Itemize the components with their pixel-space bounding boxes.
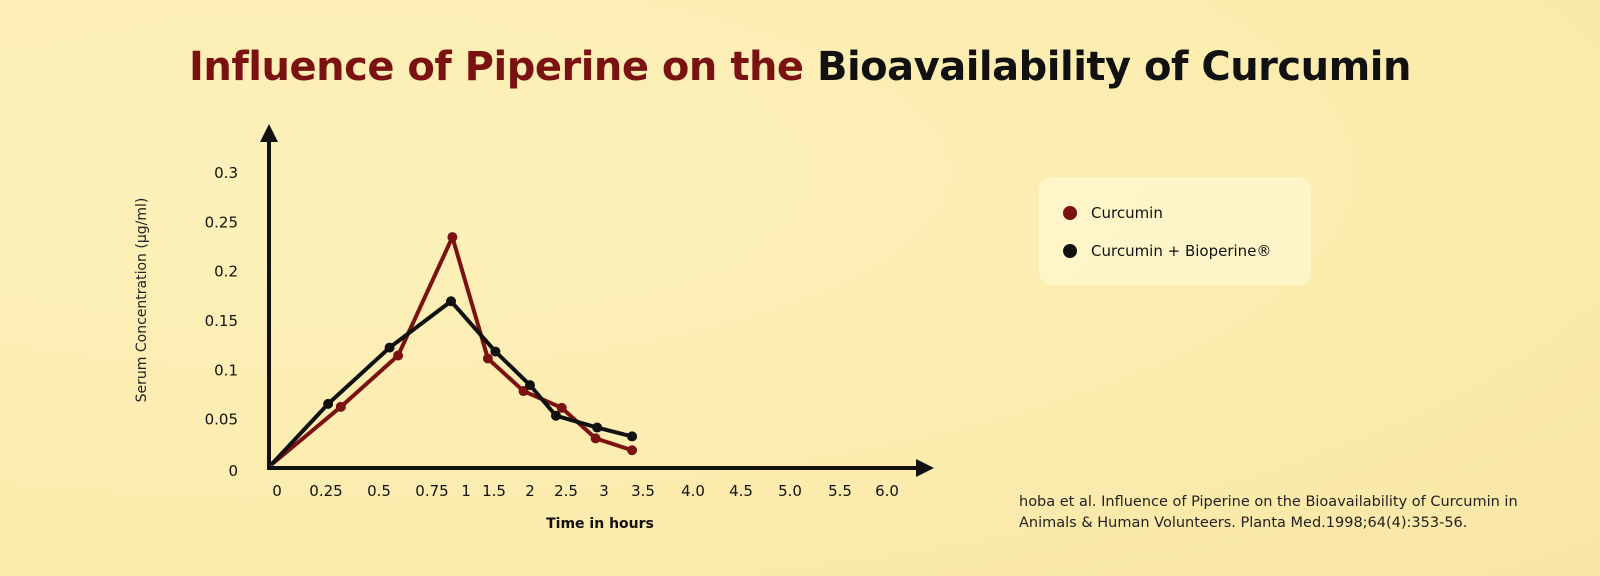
data-point <box>627 445 638 456</box>
data-point <box>446 296 457 307</box>
y-tick-label: 0.15 <box>205 312 238 330</box>
x-tick-label: 2 <box>525 482 535 500</box>
x-tick-label: 4.5 <box>729 482 753 500</box>
series-line-0 <box>269 235 633 467</box>
title-part-2: Bioavailability of Curcumin <box>816 44 1411 90</box>
x-tick-label: 0.75 <box>415 482 448 500</box>
y-tick-label: 0.3 <box>214 164 238 182</box>
y-tick-label: 0 <box>228 462 238 480</box>
x-tick-label: 3 <box>599 482 609 500</box>
legend-label: Curcumin + Bioperine® <box>1091 242 1272 260</box>
legend: Curcumin Curcumin + Bioperine® <box>1039 177 1311 285</box>
data-point <box>518 386 529 397</box>
x-tick-label: 2.5 <box>554 482 578 500</box>
y-axis-arrow-icon <box>260 124 278 142</box>
legend-item-curcumin: Curcumin <box>1063 204 1163 222</box>
data-point <box>590 433 601 444</box>
x-tick-label: 6.0 <box>875 482 899 500</box>
data-point <box>627 431 638 442</box>
data-point <box>556 402 567 413</box>
x-axis-label: Time in hours <box>546 516 654 532</box>
citation: hoba et al. Influence of Piperine on the… <box>1019 492 1518 534</box>
chart-title: Influence of Piperine on the Bioavailabi… <box>0 44 1600 90</box>
x-tick-label: 1 <box>461 482 471 500</box>
y-tick-label: 0.1 <box>214 361 238 379</box>
data-point <box>525 380 535 391</box>
data-point <box>447 232 458 243</box>
legend-item-curcumin-bioperine: Curcumin + Bioperine® <box>1063 242 1271 260</box>
y-tick-label: 0.25 <box>205 213 238 231</box>
data-point <box>550 410 561 421</box>
y-axis-label: Serum Concentration (µg/ml) <box>134 198 150 403</box>
data-point <box>592 422 603 433</box>
title-part-1: Influence of Piperine on the <box>189 44 804 90</box>
x-tick-label: 0 <box>272 482 282 500</box>
legend-label: Curcumin <box>1091 204 1163 222</box>
data-point <box>323 398 334 409</box>
x-tick-label: 0.5 <box>367 482 391 500</box>
data-point <box>335 401 346 412</box>
series-line-1 <box>269 299 633 467</box>
x-tick-label: 4.0 <box>681 482 705 500</box>
data-point <box>482 353 493 364</box>
x-tick-label: 5.5 <box>828 482 852 500</box>
x-tick-label: 1.5 <box>482 482 506 500</box>
legend-dot-icon <box>1063 206 1077 220</box>
citation-line: hoba et al. Influence of Piperine on the… <box>1019 494 1518 510</box>
x-tick-label: 3.5 <box>631 482 655 500</box>
x-axis-arrow-icon <box>916 459 934 477</box>
y-tick-label: 0.2 <box>214 263 238 281</box>
data-point <box>393 350 404 361</box>
y-tick-label: 0.05 <box>205 411 238 429</box>
x-tick-label: 5.0 <box>778 482 802 500</box>
data-point <box>490 346 501 357</box>
legend-dot-icon <box>1063 244 1077 258</box>
citation-line: Animals & Human Volunteers. Planta Med.1… <box>1019 515 1468 531</box>
x-tick-label: 0.25 <box>309 482 342 500</box>
data-point <box>384 342 395 353</box>
